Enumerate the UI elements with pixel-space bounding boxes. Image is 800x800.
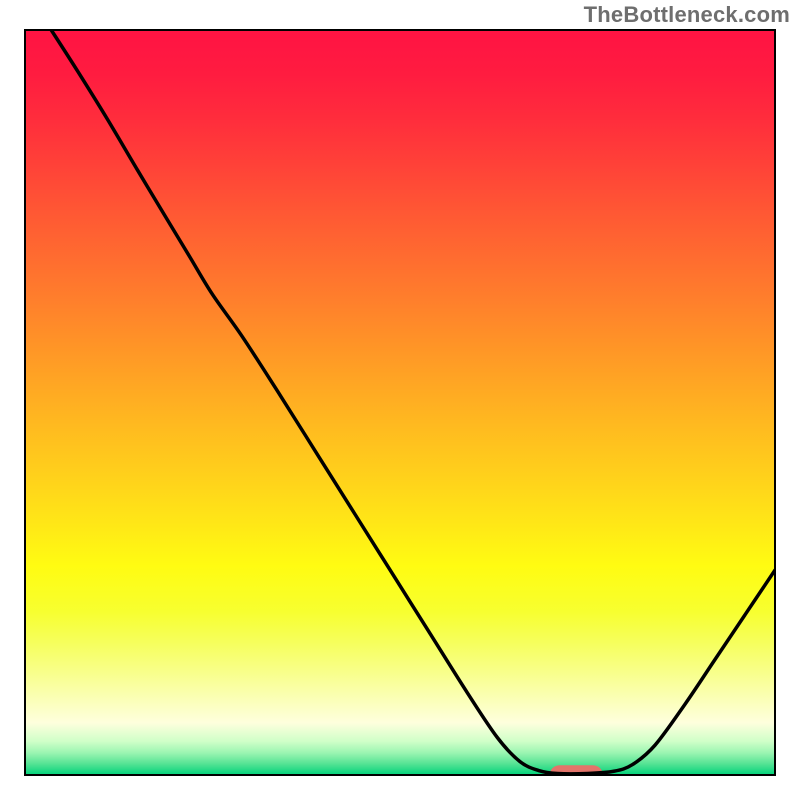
watermark-label: TheBottleneck.com — [584, 2, 790, 28]
chart-canvas — [0, 0, 800, 800]
gradient-background — [25, 30, 775, 775]
chart-root: TheBottleneck.com — [0, 0, 800, 800]
